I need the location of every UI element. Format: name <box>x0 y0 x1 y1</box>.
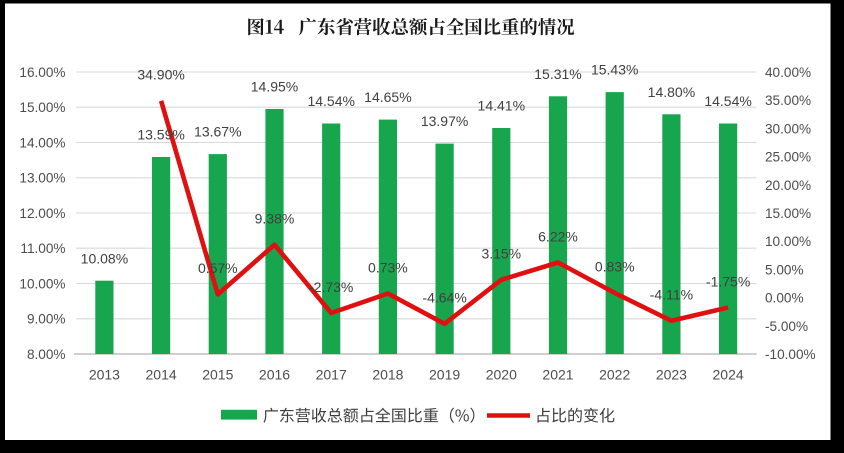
svg-text:9.00%: 9.00% <box>27 312 66 327</box>
svg-text:3.15%: 3.15% <box>481 246 521 262</box>
svg-text:2013: 2013 <box>89 366 120 382</box>
svg-text:11.00%: 11.00% <box>20 241 65 256</box>
svg-text:-2.73%: -2.73% <box>309 279 353 295</box>
svg-text:5.00%: 5.00% <box>765 262 804 277</box>
svg-text:2019: 2019 <box>429 366 460 382</box>
svg-text:2015: 2015 <box>202 366 233 382</box>
svg-text:40.00%: 40.00% <box>765 65 811 80</box>
svg-text:13.67%: 13.67% <box>194 124 241 140</box>
svg-text:9.38%: 9.38% <box>255 211 295 227</box>
svg-text:2020: 2020 <box>486 366 517 382</box>
svg-text:14.95%: 14.95% <box>251 79 298 95</box>
svg-text:6.22%: 6.22% <box>538 228 578 244</box>
svg-text:2022: 2022 <box>599 366 630 382</box>
svg-text:12.00%: 12.00% <box>19 206 65 221</box>
svg-text:2016: 2016 <box>259 366 290 382</box>
svg-text:25.00%: 25.00% <box>765 150 811 165</box>
svg-text:2021: 2021 <box>542 366 573 382</box>
svg-text:0.83%: 0.83% <box>595 259 635 275</box>
svg-text:13.59%: 13.59% <box>137 127 184 143</box>
svg-text:15.43%: 15.43% <box>591 62 638 78</box>
svg-text:14.54%: 14.54% <box>307 93 354 109</box>
svg-text:10.08%: 10.08% <box>81 250 128 266</box>
svg-text:2024: 2024 <box>713 366 744 382</box>
svg-text:15.00%: 15.00% <box>765 206 811 221</box>
svg-text:-4.64%: -4.64% <box>422 290 466 306</box>
svg-text:0.57%: 0.57% <box>198 260 238 276</box>
svg-text:10.00%: 10.00% <box>19 277 65 292</box>
svg-text:13.97%: 13.97% <box>421 113 468 129</box>
svg-text:16.00%: 16.00% <box>19 65 65 80</box>
svg-text:34.90%: 34.90% <box>137 67 184 83</box>
svg-text:14.00%: 14.00% <box>19 136 65 151</box>
svg-text:14.54%: 14.54% <box>704 93 751 109</box>
svg-text:0.73%: 0.73% <box>368 259 408 275</box>
svg-text:14.65%: 14.65% <box>364 89 411 105</box>
svg-text:-10.00%: -10.00% <box>765 347 816 362</box>
svg-text:13.00%: 13.00% <box>19 171 65 186</box>
svg-text:2023: 2023 <box>656 366 687 382</box>
svg-text:-4.11%: -4.11% <box>650 287 693 303</box>
svg-text:-1.75%: -1.75% <box>706 273 750 289</box>
svg-text:14.41%: 14.41% <box>478 98 525 114</box>
svg-text:30.00%: 30.00% <box>765 121 811 136</box>
svg-text:35.00%: 35.00% <box>765 93 811 108</box>
svg-text:15.31%: 15.31% <box>534 66 581 82</box>
svg-text:14.80%: 14.80% <box>648 84 695 100</box>
svg-text:-5.00%: -5.00% <box>765 319 808 334</box>
svg-text:2018: 2018 <box>372 366 403 382</box>
svg-text:20.00%: 20.00% <box>765 178 811 193</box>
svg-text:2014: 2014 <box>146 366 177 382</box>
svg-text:15.00%: 15.00% <box>19 100 65 115</box>
svg-text:0.00%: 0.00% <box>765 291 804 306</box>
svg-text:2017: 2017 <box>316 366 347 382</box>
svg-text:10.00%: 10.00% <box>765 234 811 249</box>
svg-text:8.00%: 8.00% <box>27 347 66 362</box>
